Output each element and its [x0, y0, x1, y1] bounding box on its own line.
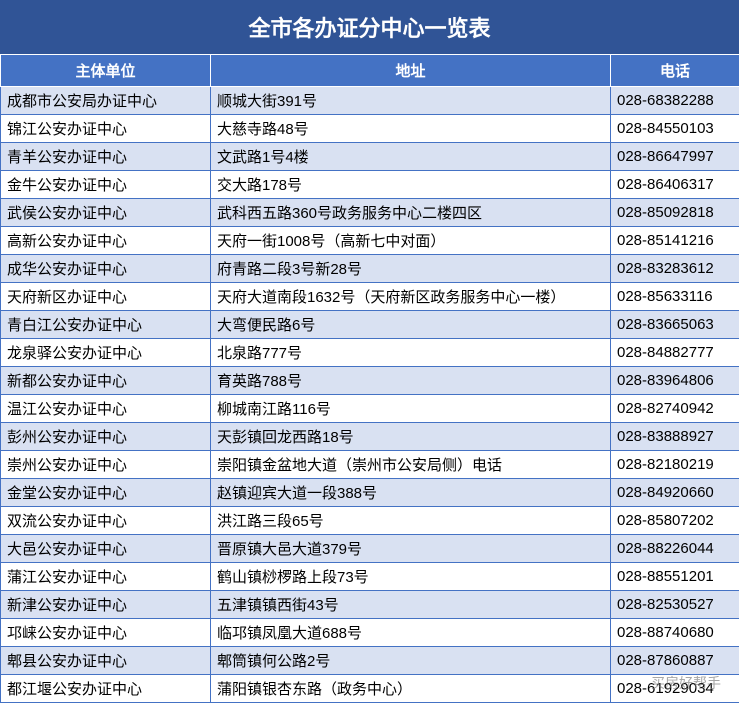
cell-unit: 高新公安办证中心: [1, 227, 211, 255]
cell-unit: 都江堰公安办证中心: [1, 675, 211, 703]
cell-phone: 028-83964806: [611, 367, 739, 395]
cell-unit: 金牛公安办证中心: [1, 171, 211, 199]
cell-phone: 028-84882777: [611, 339, 739, 367]
cell-address: 郫筒镇何公路2号: [211, 647, 611, 675]
cell-unit: 成华公安办证中心: [1, 255, 211, 283]
table-row: 成都市公安局办证中心顺城大街391号028-68382288: [1, 87, 739, 115]
table-row: 双流公安办证中心洪江路三段65号028-85807202: [1, 507, 739, 535]
cell-address: 交大路178号: [211, 171, 611, 199]
cell-address: 文武路1号4楼: [211, 143, 611, 171]
cell-unit: 武侯公安办证中心: [1, 199, 211, 227]
cell-address: 五津镇镇西街43号: [211, 591, 611, 619]
cell-phone: 028-88551201: [611, 563, 739, 591]
cell-address: 顺城大街391号: [211, 87, 611, 115]
cell-phone: 028-85092818: [611, 199, 739, 227]
cell-phone: 028-86406317: [611, 171, 739, 199]
table-row: 都江堰公安办证中心蒲阳镇银杏东路（政务中心）028-61929034: [1, 675, 739, 703]
table-row: 邛崃公安办证中心临邛镇凤凰大道688号028-88740680: [1, 619, 739, 647]
table-row: 成华公安办证中心府青路二段3号新28号028-83283612: [1, 255, 739, 283]
table-container: 全市各办证分中心一览表 主体单位 地址 电话 成都市公安局办证中心顺城大街391…: [0, 0, 739, 703]
table-row: 青白江公安办证中心大弯便民路6号028-83665063: [1, 311, 739, 339]
table-row: 龙泉驿公安办证中心北泉路777号028-84882777: [1, 339, 739, 367]
cell-phone: 028-61929034: [611, 675, 739, 703]
table-row: 武侯公安办证中心武科西五路360号政务服务中心二楼四区028-85092818: [1, 199, 739, 227]
cell-unit: 郫县公安办证中心: [1, 647, 211, 675]
cell-phone: 028-88740680: [611, 619, 739, 647]
table-row: 温江公安办证中心柳城南江路116号028-82740942: [1, 395, 739, 423]
table-row: 天府新区办证中心天府大道南段1632号（天府新区政务服务中心一楼）028-856…: [1, 283, 739, 311]
cell-phone: 028-82530527: [611, 591, 739, 619]
cell-unit: 新津公安办证中心: [1, 591, 211, 619]
table-row: 新津公安办证中心五津镇镇西街43号028-82530527: [1, 591, 739, 619]
cell-address: 洪江路三段65号: [211, 507, 611, 535]
cell-unit: 双流公安办证中心: [1, 507, 211, 535]
cell-address: 天府大道南段1632号（天府新区政务服务中心一楼）: [211, 283, 611, 311]
cell-address: 柳城南江路116号: [211, 395, 611, 423]
table-header-row: 主体单位 地址 电话: [1, 55, 739, 87]
table-row: 大邑公安办证中心晋原镇大邑大道379号028-88226044: [1, 535, 739, 563]
cell-unit: 新都公安办证中心: [1, 367, 211, 395]
cell-address: 赵镇迎宾大道一段388号: [211, 479, 611, 507]
table-row: 青羊公安办证中心文武路1号4楼028-86647997: [1, 143, 739, 171]
cell-phone: 028-68382288: [611, 87, 739, 115]
table-row: 高新公安办证中心天府一街1008号（高新七中对面）028-85141216: [1, 227, 739, 255]
cell-unit: 天府新区办证中心: [1, 283, 211, 311]
centers-table: 主体单位 地址 电话 成都市公安局办证中心顺城大街391号028-6838228…: [0, 54, 739, 703]
cell-unit: 青白江公安办证中心: [1, 311, 211, 339]
cell-phone: 028-83888927: [611, 423, 739, 451]
cell-unit: 成都市公安局办证中心: [1, 87, 211, 115]
cell-unit: 大邑公安办证中心: [1, 535, 211, 563]
table-row: 崇州公安办证中心崇阳镇金盆地大道（崇州市公安局侧）电话028-82180219: [1, 451, 739, 479]
col-header-unit: 主体单位: [1, 55, 211, 87]
cell-phone: 028-87860887: [611, 647, 739, 675]
cell-unit: 崇州公安办证中心: [1, 451, 211, 479]
cell-phone: 028-85633116: [611, 283, 739, 311]
col-header-address: 地址: [211, 55, 611, 87]
cell-address: 蒲阳镇银杏东路（政务中心）: [211, 675, 611, 703]
cell-address: 北泉路777号: [211, 339, 611, 367]
cell-address: 晋原镇大邑大道379号: [211, 535, 611, 563]
cell-address: 临邛镇凤凰大道688号: [211, 619, 611, 647]
cell-phone: 028-84550103: [611, 115, 739, 143]
cell-phone: 028-84920660: [611, 479, 739, 507]
cell-phone: 028-86647997: [611, 143, 739, 171]
cell-phone: 028-82180219: [611, 451, 739, 479]
cell-unit: 蒲江公安办证中心: [1, 563, 211, 591]
table-row: 彭州公安办证中心天彭镇回龙西路18号028-83888927: [1, 423, 739, 451]
cell-phone: 028-85141216: [611, 227, 739, 255]
cell-address: 大弯便民路6号: [211, 311, 611, 339]
cell-address: 天彭镇回龙西路18号: [211, 423, 611, 451]
page-title: 全市各办证分中心一览表: [0, 0, 739, 54]
cell-phone: 028-82740942: [611, 395, 739, 423]
table-row: 新都公安办证中心育英路788号028-83964806: [1, 367, 739, 395]
table-row: 蒲江公安办证中心鹤山镇桫椤路上段73号028-88551201: [1, 563, 739, 591]
table-row: 郫县公安办证中心郫筒镇何公路2号028-87860887: [1, 647, 739, 675]
cell-unit: 龙泉驿公安办证中心: [1, 339, 211, 367]
cell-unit: 邛崃公安办证中心: [1, 619, 211, 647]
cell-unit: 锦江公安办证中心: [1, 115, 211, 143]
cell-address: 武科西五路360号政务服务中心二楼四区: [211, 199, 611, 227]
cell-phone: 028-83665063: [611, 311, 739, 339]
cell-address: 鹤山镇桫椤路上段73号: [211, 563, 611, 591]
cell-address: 育英路788号: [211, 367, 611, 395]
cell-address: 大慈寺路48号: [211, 115, 611, 143]
cell-address: 崇阳镇金盆地大道（崇州市公安局侧）电话: [211, 451, 611, 479]
cell-address: 府青路二段3号新28号: [211, 255, 611, 283]
table-row: 锦江公安办证中心大慈寺路48号028-84550103: [1, 115, 739, 143]
cell-unit: 温江公安办证中心: [1, 395, 211, 423]
cell-phone: 028-88226044: [611, 535, 739, 563]
cell-address: 天府一街1008号（高新七中对面）: [211, 227, 611, 255]
cell-unit: 彭州公安办证中心: [1, 423, 211, 451]
cell-unit: 青羊公安办证中心: [1, 143, 211, 171]
cell-phone: 028-83283612: [611, 255, 739, 283]
cell-unit: 金堂公安办证中心: [1, 479, 211, 507]
col-header-phone: 电话: [611, 55, 739, 87]
cell-phone: 028-85807202: [611, 507, 739, 535]
table-row: 金牛公安办证中心交大路178号028-86406317: [1, 171, 739, 199]
table-row: 金堂公安办证中心赵镇迎宾大道一段388号028-84920660: [1, 479, 739, 507]
